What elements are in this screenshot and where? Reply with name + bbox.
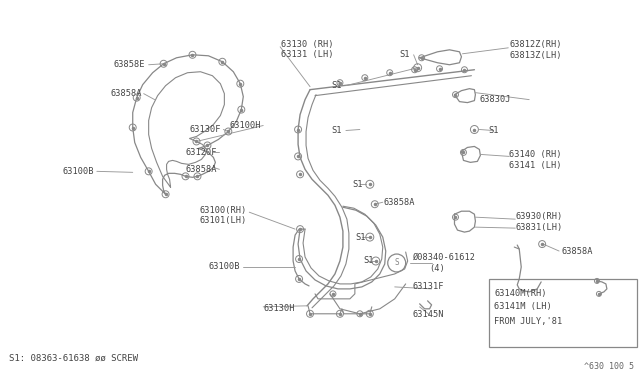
Text: 63145N: 63145N [413, 310, 444, 319]
Text: 63100B: 63100B [62, 167, 94, 176]
Text: 63858A: 63858A [561, 247, 593, 256]
Text: S1: S1 [399, 50, 410, 59]
Text: S1: S1 [364, 257, 374, 266]
Text: 63141 (LH): 63141 (LH) [509, 161, 562, 170]
Text: 63858A: 63858A [384, 198, 415, 207]
Text: 63930(RH): 63930(RH) [515, 212, 563, 221]
Text: S: S [394, 259, 399, 267]
Text: S1: S1 [353, 180, 363, 189]
Text: (4): (4) [429, 264, 445, 273]
Bar [490, 279, 637, 347]
Text: Ø08340-61612: Ø08340-61612 [413, 253, 476, 262]
Text: 63831(LH): 63831(LH) [515, 222, 563, 232]
Text: 63120F: 63120F [186, 148, 218, 157]
Text: 63100H: 63100H [230, 121, 261, 130]
Text: 63830J: 63830J [479, 95, 511, 104]
Text: 63130 (RH): 63130 (RH) [281, 40, 333, 49]
Text: S1: 08363-61638 øø SCREW: S1: 08363-61638 øø SCREW [9, 354, 138, 363]
Text: S1: S1 [332, 126, 342, 135]
Text: 63140 (RH): 63140 (RH) [509, 150, 562, 159]
Text: 63101(LH): 63101(LH) [199, 216, 246, 225]
Text: 63100B: 63100B [209, 263, 240, 272]
Text: 63130H: 63130H [263, 304, 294, 313]
Text: 63130F: 63130F [190, 125, 221, 134]
Text: S1: S1 [332, 81, 342, 90]
Text: S1: S1 [488, 126, 499, 135]
Text: 63131F: 63131F [413, 282, 444, 291]
Text: FROM JULY,'81: FROM JULY,'81 [494, 317, 563, 326]
Text: 63858E: 63858E [113, 60, 145, 69]
Text: 63858A: 63858A [186, 165, 218, 174]
Text: 63100(RH): 63100(RH) [199, 206, 246, 215]
Text: 63858A: 63858A [110, 89, 141, 98]
Text: 63141M (LH): 63141M (LH) [494, 302, 552, 311]
Text: 63131 (LH): 63131 (LH) [281, 50, 333, 59]
Text: 63813Z(LH): 63813Z(LH) [509, 51, 562, 60]
Text: ^630 100 5: ^630 100 5 [584, 362, 634, 371]
Text: S1: S1 [355, 232, 366, 241]
Text: 63140M(RH): 63140M(RH) [494, 289, 547, 298]
Text: 63812Z(RH): 63812Z(RH) [509, 40, 562, 49]
